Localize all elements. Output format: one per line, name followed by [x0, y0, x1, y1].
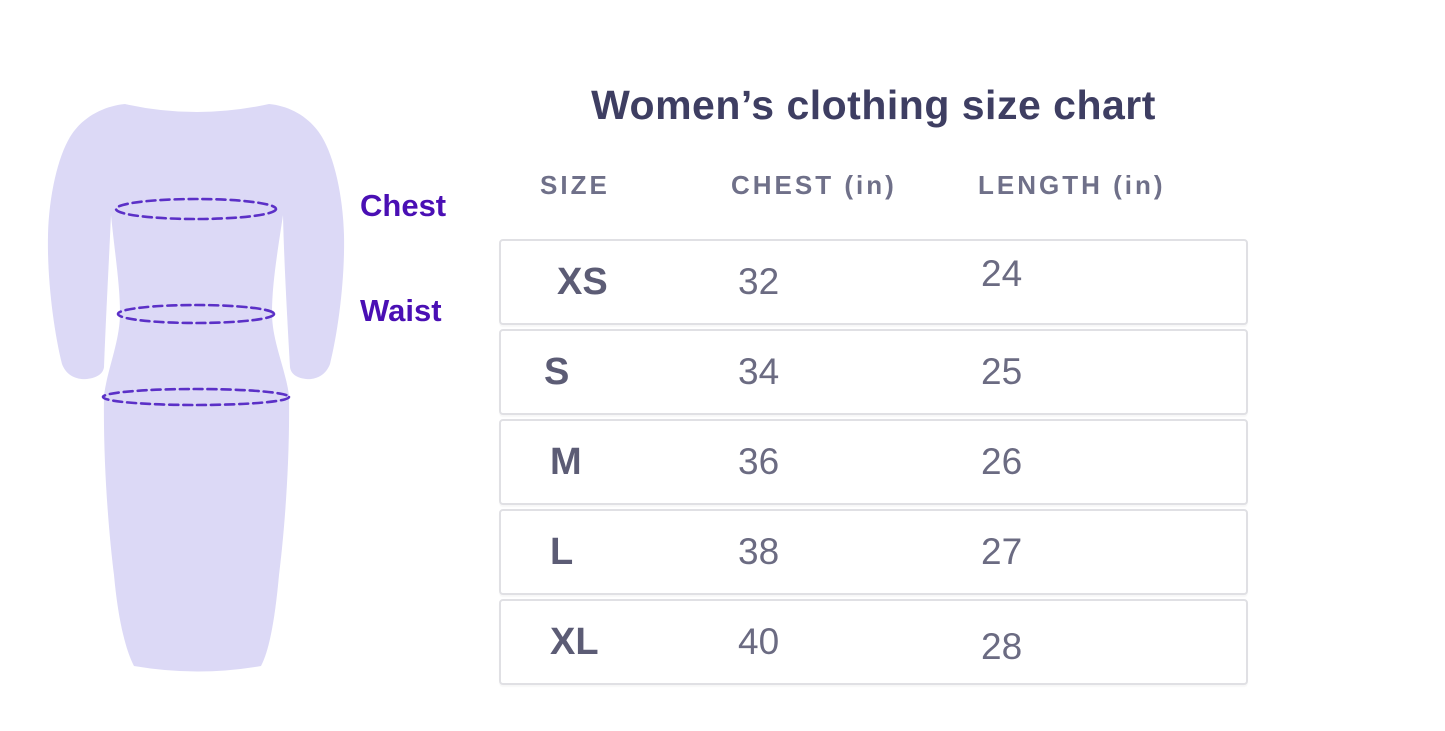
size-cell: XL [550, 620, 599, 663]
chest-cell: 38 [738, 531, 780, 572]
length-cell: 24 [981, 253, 1023, 294]
chest-measure-label: Chest [360, 188, 447, 223]
chest-cell: 40 [738, 621, 780, 662]
table-row: L 38 27 [499, 509, 1248, 595]
column-header-chest: CHEST (in) [731, 170, 897, 200]
table-row: XL 40 28 [499, 599, 1248, 685]
size-cell: XS [557, 260, 608, 303]
waist-measure-line [116, 303, 276, 325]
length-cell: 25 [981, 351, 1023, 392]
length-cell: 28 [981, 626, 1023, 667]
table-row: S 34 25 [499, 329, 1248, 415]
waist-measure-label: Waist [360, 293, 442, 328]
size-table: XS 32 24 S 34 25 M 36 26 L 38 27 XL 40 2… [499, 239, 1248, 689]
column-header-length: LENGTH (in) [978, 170, 1166, 200]
table-row: M 36 26 [499, 419, 1248, 505]
size-cell: S [544, 350, 570, 393]
hip-measure-line [101, 387, 291, 407]
size-cell: M [550, 440, 582, 483]
dress-illustration [47, 104, 345, 672]
chest-cell: 36 [738, 441, 780, 482]
chest-measure-line [114, 197, 278, 221]
length-cell: 26 [981, 441, 1023, 482]
chest-cell: 34 [738, 351, 780, 392]
table-header-row: SIZE CHEST (in) LENGTH (in) [499, 170, 1248, 200]
page-title: Women’s clothing size chart [591, 82, 1156, 128]
chest-cell: 32 [738, 261, 780, 302]
column-header-size: SIZE [540, 170, 610, 200]
table-row: XS 32 24 [499, 239, 1248, 325]
size-cell: L [550, 530, 574, 573]
length-cell: 27 [981, 531, 1023, 572]
